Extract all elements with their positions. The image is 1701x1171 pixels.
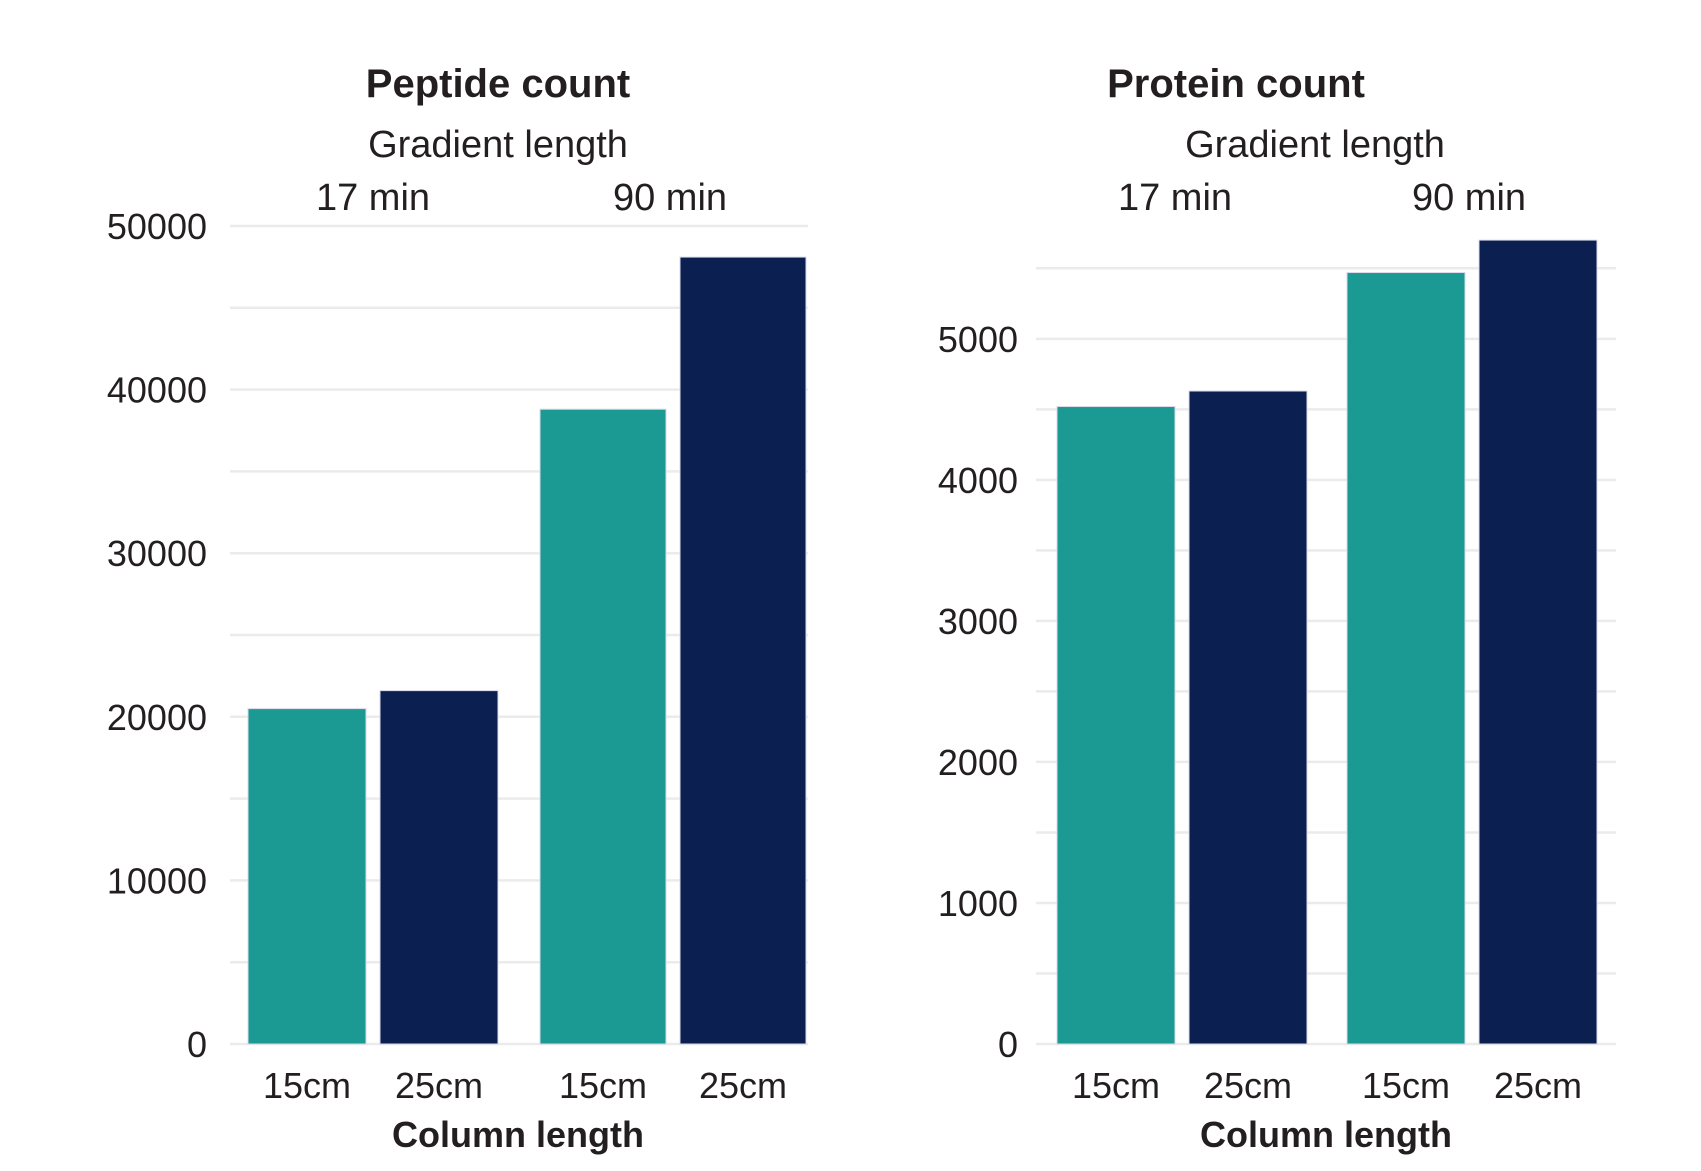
x-tick-label: 25cm [1494,1065,1582,1106]
y-tick-label: 40000 [107,370,207,411]
y-tick-label: 30000 [107,533,207,574]
y-tick-label: 20000 [107,697,207,738]
x-tick-label: 25cm [1204,1065,1292,1106]
protein-panel: 0 1000 2000 3000 4000 5000 15cm 25cm 17 min 15cm 2… [938,62,1616,1155]
x-tick-label: 25cm [699,1065,787,1106]
chart-title: Peptide count [366,62,630,106]
y-tick-label: 3000 [938,601,1018,642]
bar [1056,406,1176,1045]
x-axis-label: Column length [1200,1114,1452,1155]
x-tick-label: 25cm [395,1065,483,1106]
y-tick-label: 50000 [107,206,207,247]
bar [247,708,367,1045]
bar [379,690,499,1045]
x-tick-label: 15cm [1362,1065,1450,1106]
bar [1188,390,1308,1045]
group-label: 17 min [1118,177,1232,219]
chart-title: Protein count [1107,62,1365,106]
y-tick-label: 10000 [107,860,207,901]
facet-label: Gradient length [368,124,628,166]
group-label: 90 min [1412,177,1526,219]
bar [539,408,667,1045]
y-tick-label: 2000 [938,742,1018,783]
y-tick-label: 4000 [938,460,1018,501]
x-axis-label: Column length [392,1114,644,1155]
x-tick-label: 15cm [1072,1065,1160,1106]
y-tick-label: 1000 [938,883,1018,924]
bar [1478,239,1598,1045]
y-tick-label: 0 [998,1024,1018,1065]
y-tick-label: 0 [187,1024,207,1065]
y-tick-label: 5000 [938,319,1018,360]
facet-label: Gradient length [1185,124,1445,166]
group-label: 17 min [316,177,430,219]
x-tick-label: 15cm [263,1065,351,1106]
peptide-panel: 0 10000 20000 30000 40000 50000 15cm 25cm 17 min… [107,62,808,1155]
x-tick-label: 15cm [559,1065,647,1106]
bar [679,256,807,1045]
group-label: 90 min [613,177,727,219]
bar [1346,272,1466,1045]
